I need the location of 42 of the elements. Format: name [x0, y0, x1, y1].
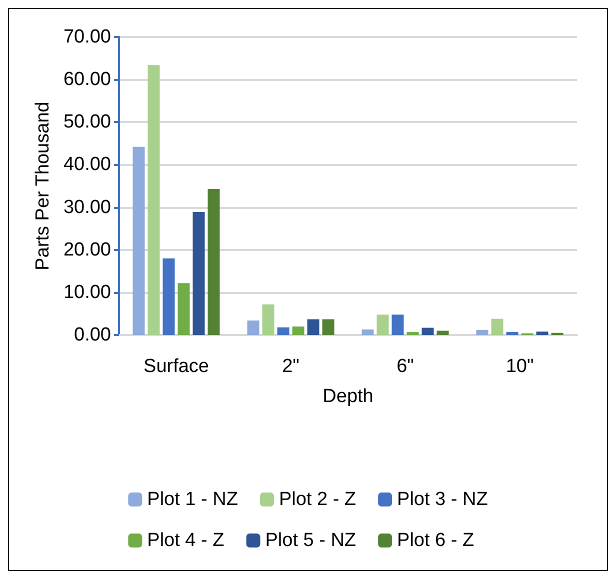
bar	[247, 320, 260, 335]
y-tick-label: 20.00	[63, 239, 111, 260]
legend-label: Plot 4 - Z	[147, 530, 225, 551]
y-tick-label: 70.00	[63, 26, 111, 48]
bar	[208, 188, 220, 335]
y-tick-label: 30.00	[63, 196, 111, 218]
bar	[132, 146, 145, 335]
bar	[506, 332, 518, 335]
y-tick-label: 10.00	[63, 282, 111, 303]
bar	[422, 328, 434, 335]
bar	[436, 330, 449, 335]
bar	[406, 332, 419, 335]
bar	[362, 329, 374, 335]
legend-label: Plot 2 - Z	[278, 489, 356, 510]
y-tick-label: 40.00	[63, 154, 111, 176]
x-tick-label: 10"	[506, 356, 534, 377]
y-tick-label: 0.00	[74, 324, 111, 346]
legend-label: Plot 6 - Z	[397, 530, 475, 551]
bar	[536, 332, 548, 335]
x-axis-title: Depth	[322, 386, 374, 407]
bar	[476, 330, 488, 335]
y-tick-label: 50.00	[63, 112, 111, 133]
bar	[192, 212, 205, 335]
bar	[491, 318, 504, 335]
bar	[162, 258, 175, 335]
legend-label: Plot 3 - NZ	[397, 489, 488, 510]
bar	[376, 314, 389, 335]
bar	[392, 314, 404, 335]
bar	[322, 319, 334, 335]
bar	[178, 283, 190, 335]
bar	[292, 326, 304, 335]
x-tick-label: 2"	[282, 356, 300, 377]
bar	[307, 319, 320, 335]
legend-label: Plot 5 - NZ	[265, 530, 356, 551]
bar	[277, 327, 290, 335]
bar	[262, 304, 274, 335]
x-tick-label: Surface	[144, 356, 209, 377]
bar	[148, 65, 160, 335]
y-axis-title: Parts Per Thousand	[32, 102, 54, 270]
x-tick-label: 6"	[396, 356, 414, 377]
y-tick-label: 60.00	[63, 69, 111, 90]
legend-label: Plot 1 - NZ	[147, 489, 238, 510]
